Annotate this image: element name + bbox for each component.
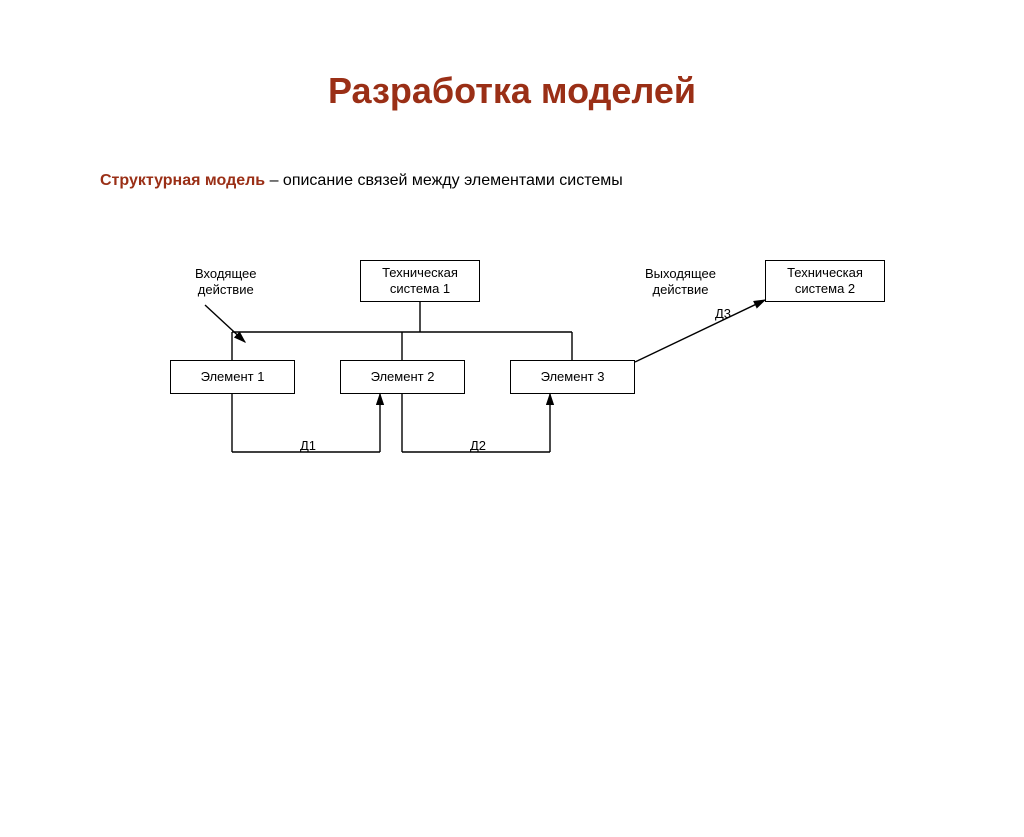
subtitle-rest: – описание связей между элементами систе… <box>265 172 623 189</box>
label-d1: Д1 <box>300 438 316 454</box>
node-sys1: Техническаясистема 1 <box>360 260 480 302</box>
label-out: Выходящеедействие <box>645 266 716 297</box>
label-in: Входящеедействие <box>195 266 256 297</box>
node-el2: Элемент 2 <box>340 360 465 394</box>
label-d3: Д3 <box>715 306 731 322</box>
structural-diagram: Техническаясистема 1 Техническаясистема … <box>150 260 910 520</box>
subtitle-strong: Структурная модель <box>100 172 265 189</box>
edge-in-arrow <box>205 305 245 342</box>
edge-d3-out <box>635 300 765 362</box>
node-el1: Элемент 1 <box>170 360 295 394</box>
subtitle: Структурная модель – описание связей меж… <box>100 172 1024 190</box>
node-el3: Элемент 3 <box>510 360 635 394</box>
node-sys2: Техническаясистема 2 <box>765 260 885 302</box>
page-title: Разработка моделей <box>0 70 1024 112</box>
label-d2: Д2 <box>470 438 486 454</box>
